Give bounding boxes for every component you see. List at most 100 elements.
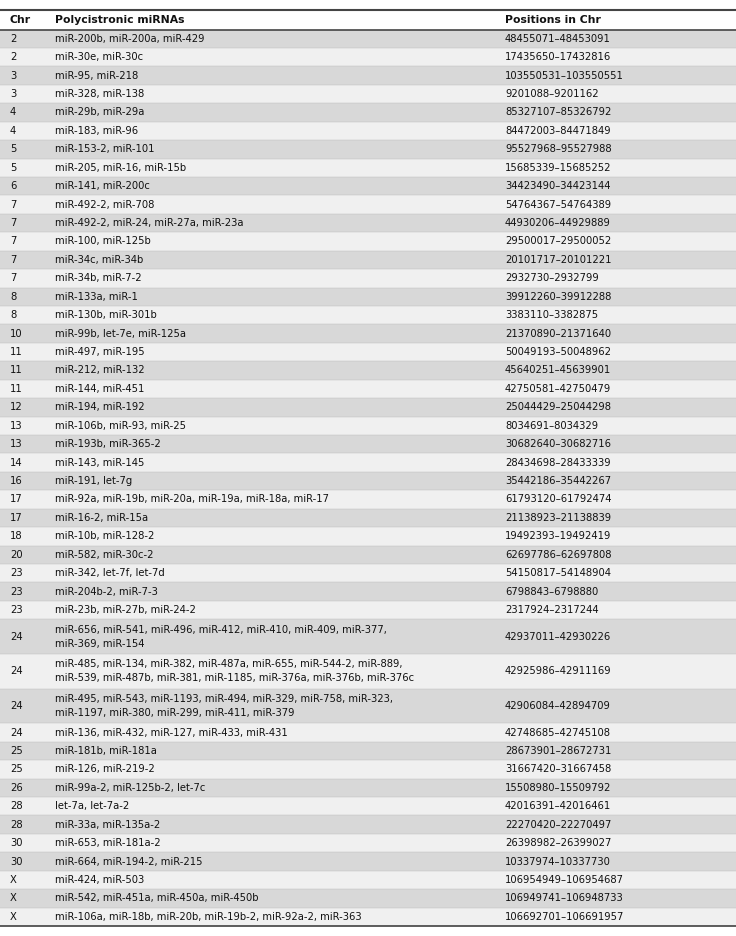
Bar — [0, 815, 736, 834]
Text: 20101717–20101221: 20101717–20101221 — [505, 255, 612, 265]
Text: 95527968–95527988: 95527968–95527988 — [505, 144, 612, 154]
Text: miR-342, let-7f, let-7d: miR-342, let-7f, let-7d — [55, 568, 165, 578]
Bar — [0, 287, 736, 306]
Text: 106949741–106948733: 106949741–106948733 — [505, 893, 623, 903]
Bar — [0, 563, 736, 582]
Bar — [0, 103, 736, 122]
Text: miR-34b, miR-7-2: miR-34b, miR-7-2 — [55, 273, 141, 284]
Text: X: X — [10, 912, 17, 922]
Bar — [0, 232, 736, 251]
Bar — [0, 582, 736, 601]
Bar — [0, 527, 736, 546]
Bar — [0, 870, 736, 889]
Text: miR-542, miR-451a, miR-450a, miR-450b: miR-542, miR-451a, miR-450a, miR-450b — [55, 893, 258, 903]
Text: miR-328, miR-138: miR-328, miR-138 — [55, 89, 144, 99]
Text: 30: 30 — [10, 838, 23, 848]
Text: 11: 11 — [10, 384, 23, 394]
Text: miR-106b, miR-93, miR-25: miR-106b, miR-93, miR-25 — [55, 420, 186, 431]
Text: miR-183, miR-96: miR-183, miR-96 — [55, 125, 138, 136]
Bar — [0, 834, 736, 853]
Text: miR-99a-2, miR-125b-2, let-7c: miR-99a-2, miR-125b-2, let-7c — [55, 782, 205, 793]
Text: 31667420–31667458: 31667420–31667458 — [505, 765, 612, 774]
Text: 25: 25 — [10, 746, 23, 756]
Text: 54150817–54148904: 54150817–54148904 — [505, 568, 611, 578]
Bar — [0, 689, 736, 724]
Text: 16: 16 — [10, 476, 23, 486]
Text: 5: 5 — [10, 144, 16, 154]
Text: miR-92a, miR-19b, miR-20a, miR-19a, miR-18a, miR-17: miR-92a, miR-19b, miR-20a, miR-19a, miR-… — [55, 494, 329, 505]
Text: miR-492-2, miR-708: miR-492-2, miR-708 — [55, 199, 155, 210]
Bar — [0, 48, 736, 66]
Text: miR-34c, miR-34b: miR-34c, miR-34b — [55, 255, 144, 265]
Text: 9201088–9201162: 9201088–9201162 — [505, 89, 598, 99]
Text: 3383110–3382875: 3383110–3382875 — [505, 310, 598, 320]
Text: 2: 2 — [10, 34, 16, 44]
Text: miR-30e, miR-30c: miR-30e, miR-30c — [55, 52, 143, 62]
Text: miR-133a, miR-1: miR-133a, miR-1 — [55, 292, 138, 301]
Bar — [0, 417, 736, 435]
Text: 39912260–39912288: 39912260–39912288 — [505, 292, 612, 301]
Bar — [0, 66, 736, 85]
Text: 26398982–26399027: 26398982–26399027 — [505, 838, 612, 848]
Text: 61793120–61792474: 61793120–61792474 — [505, 494, 612, 505]
Text: miR-656, miR-541, miR-496, miR-412, miR-410, miR-409, miR-377,: miR-656, miR-541, miR-496, miR-412, miR-… — [55, 624, 387, 635]
Bar — [0, 601, 736, 620]
Bar — [0, 741, 736, 760]
Text: 18: 18 — [10, 532, 23, 541]
Text: 42906084–42894709: 42906084–42894709 — [505, 701, 611, 711]
Bar — [0, 889, 736, 908]
Bar — [0, 380, 736, 398]
Text: 28: 28 — [10, 820, 23, 829]
Bar — [0, 435, 736, 453]
Bar — [0, 85, 736, 103]
Text: 8: 8 — [10, 292, 16, 301]
Text: miR-194, miR-192: miR-194, miR-192 — [55, 402, 145, 412]
Bar — [0, 10, 736, 30]
Text: 25: 25 — [10, 765, 23, 774]
Text: Chr: Chr — [10, 15, 31, 24]
Text: miR-29b, miR-29a: miR-29b, miR-29a — [55, 108, 144, 117]
Bar — [0, 760, 736, 779]
Bar — [0, 490, 736, 508]
Text: 2932730–2932799: 2932730–2932799 — [505, 273, 599, 284]
Text: 11: 11 — [10, 365, 23, 375]
Text: 28673901–28672731: 28673901–28672731 — [505, 746, 612, 756]
Text: miR-664, miR-194-2, miR-215: miR-664, miR-194-2, miR-215 — [55, 856, 202, 867]
Text: miR-16-2, miR-15a: miR-16-2, miR-15a — [55, 513, 148, 523]
Text: 13: 13 — [10, 439, 23, 449]
Text: 24: 24 — [10, 666, 23, 676]
Bar — [0, 472, 736, 490]
Text: miR-153-2, miR-101: miR-153-2, miR-101 — [55, 144, 155, 154]
Text: 5: 5 — [10, 163, 16, 173]
Text: 8034691–8034329: 8034691–8034329 — [505, 420, 598, 431]
Text: 12: 12 — [10, 402, 23, 412]
Bar — [0, 508, 736, 527]
Text: miR-10b, miR-128-2: miR-10b, miR-128-2 — [55, 532, 155, 541]
Text: X: X — [10, 893, 17, 903]
Text: 10337974–10337730: 10337974–10337730 — [505, 856, 611, 867]
Text: miR-136, miR-432, miR-127, miR-433, miR-431: miR-136, miR-432, miR-127, miR-433, miR-… — [55, 727, 288, 738]
Text: 45640251–45639901: 45640251–45639901 — [505, 365, 612, 375]
Text: miR-495, miR-543, miR-1193, miR-494, miR-329, miR-758, miR-323,: miR-495, miR-543, miR-1193, miR-494, miR… — [55, 694, 393, 704]
Bar — [0, 251, 736, 269]
Text: 8: 8 — [10, 310, 16, 320]
Text: 24: 24 — [10, 632, 23, 641]
Text: 21370890–21371640: 21370890–21371640 — [505, 329, 611, 339]
Bar — [0, 453, 736, 472]
Text: 7: 7 — [10, 218, 16, 228]
Text: 84472003–84471849: 84472003–84471849 — [505, 125, 611, 136]
Text: 42750581–42750479: 42750581–42750479 — [505, 384, 612, 394]
Bar — [0, 122, 736, 140]
Text: 24: 24 — [10, 727, 23, 738]
Text: Positions in Chr: Positions in Chr — [505, 15, 601, 24]
Text: 17435650–17432816: 17435650–17432816 — [505, 52, 612, 62]
Text: 103550531–103550551: 103550531–103550551 — [505, 70, 624, 80]
Text: 28434698–28433339: 28434698–28433339 — [505, 458, 611, 468]
Bar — [0, 779, 736, 797]
Text: 2317924–2317244: 2317924–2317244 — [505, 605, 598, 615]
Text: 11: 11 — [10, 347, 23, 357]
Text: 20: 20 — [10, 549, 23, 560]
Text: 54764367–54764389: 54764367–54764389 — [505, 199, 611, 210]
Text: 42937011–42930226: 42937011–42930226 — [505, 632, 612, 641]
Text: miR-181b, miR-181a: miR-181b, miR-181a — [55, 746, 157, 756]
